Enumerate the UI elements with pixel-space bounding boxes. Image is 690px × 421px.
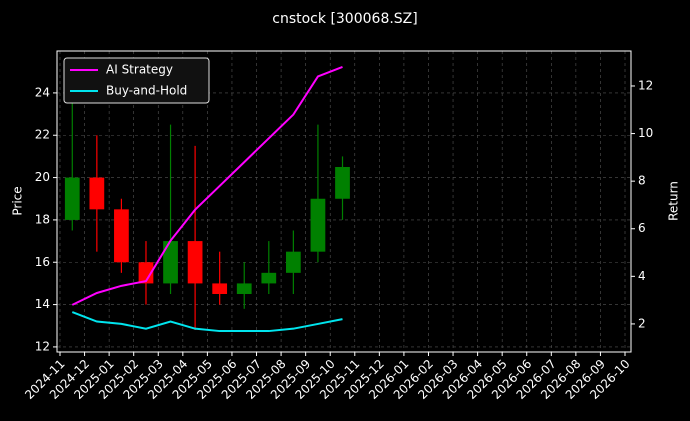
candle-body (138, 262, 154, 284)
y2-tick-label: 6 (638, 221, 646, 235)
candle-body (310, 198, 326, 252)
y-tick-label: 24 (35, 85, 50, 99)
candle-body (212, 283, 228, 295)
candle-body (89, 177, 105, 210)
y2-tick-label: 10 (638, 126, 653, 140)
y2-tick-label: 2 (638, 316, 646, 330)
y-tick-label: 18 (35, 212, 50, 226)
y-axis-label: Price (11, 186, 25, 215)
chart-title: cnstock [300068.SZ] (272, 11, 417, 27)
plot-frame (56, 50, 632, 353)
y2-tick-label: 12 (638, 78, 653, 92)
y2-tick-label: 8 (638, 174, 646, 188)
candle-body (163, 241, 178, 284)
series-line (71, 66, 343, 306)
legend: AI Strategy Buy-and-Hold (63, 57, 210, 104)
legend-box (63, 57, 210, 104)
series-line (71, 311, 343, 333)
candle-body (261, 272, 277, 284)
candle-body (286, 251, 301, 273)
legend-label: AI Strategy (106, 63, 173, 77)
y2-axis-label: Return (667, 181, 681, 221)
legend-label: Buy-and-Hold (106, 84, 187, 98)
candle-body (114, 209, 129, 263)
candle-body (335, 166, 350, 199)
candle-body (236, 283, 252, 295)
y-tick-label: 20 (35, 170, 50, 184)
y-tick-label: 14 (35, 297, 50, 311)
y-tick-label: 22 (35, 128, 50, 142)
candle-body (64, 177, 80, 220)
y2-tick-label: 4 (638, 269, 646, 283)
y-tick-label: 16 (35, 255, 50, 269)
y-tick-label: 12 (35, 339, 50, 353)
candle-body (187, 241, 203, 284)
